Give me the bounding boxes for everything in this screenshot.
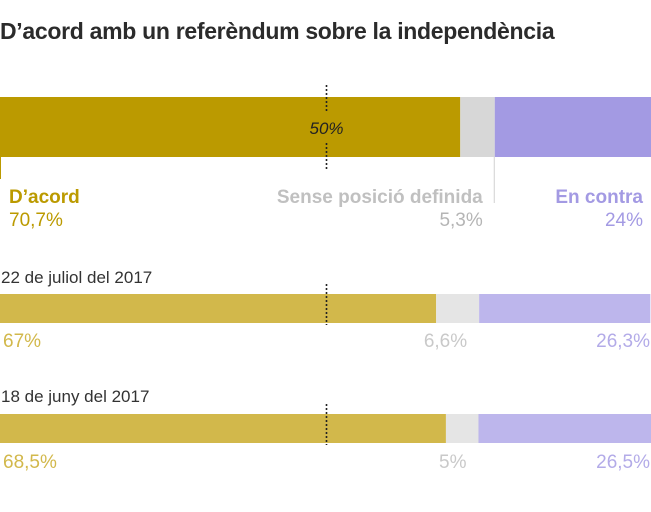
- bar-segment-2: [479, 294, 651, 323]
- category-name: Sense posició definida: [277, 187, 483, 208]
- value-label: 26,5%: [596, 452, 650, 473]
- row-date-label: 18 de juny del 2017: [1, 387, 149, 406]
- chart-title: D’acord amb un referèndum sobre la indep…: [0, 18, 555, 44]
- bar-segment-1: [445, 414, 479, 443]
- value-label: 68,5%: [3, 452, 57, 473]
- row-date-label: 22 de juliol del 2017: [1, 268, 152, 287]
- bar-segment-0: [0, 97, 461, 157]
- value-label: 67%: [3, 331, 41, 352]
- value-label: 5,3%: [439, 210, 482, 231]
- bar-segment-2: [478, 414, 651, 443]
- value-label: 5%: [439, 452, 467, 473]
- bar-segment-0: [0, 414, 446, 443]
- midline-label: 50%: [309, 119, 343, 138]
- bar-segment-1: [460, 97, 495, 157]
- value-label: 70,7%: [9, 210, 63, 231]
- bar-segment-2: [494, 97, 651, 157]
- category-name: D’acord: [9, 187, 80, 208]
- category-name: En contra: [555, 187, 643, 208]
- value-label: 6,6%: [424, 331, 467, 352]
- value-label: 26,3%: [596, 331, 650, 352]
- bar-segment-0: [0, 294, 437, 323]
- value-label: 24%: [605, 210, 643, 231]
- bar-segment-1: [436, 294, 480, 323]
